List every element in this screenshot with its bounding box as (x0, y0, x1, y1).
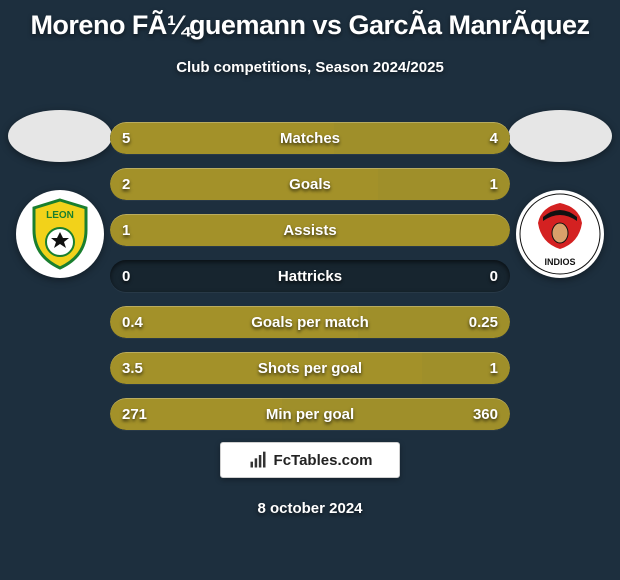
stat-bar: 0Hattricks0 (110, 260, 510, 292)
stat-bar: 3.5Shots per goal1 (110, 352, 510, 384)
stats-bars: 5Matches42Goals11Assists0Hattricks00.4Go… (110, 122, 510, 430)
stat-label: Matches (110, 130, 510, 147)
player-left-avatar (8, 110, 112, 162)
stat-label: Goals (110, 176, 510, 193)
svg-text:LEON: LEON (46, 210, 74, 221)
comparison-subtitle: Club competitions, Season 2024/2025 (0, 59, 620, 76)
player-right-column: INDIOS (506, 110, 614, 278)
comparison-date: 8 october 2024 (0, 500, 620, 517)
stat-value-right: 360 (473, 406, 498, 423)
fctables-watermark: FcTables.com (220, 442, 400, 478)
stat-label: Shots per goal (110, 360, 510, 377)
stat-label: Hattricks (110, 268, 510, 285)
fctables-logo-icon (248, 450, 268, 470)
player-right-avatar (508, 110, 612, 162)
stat-bar: 2Goals1 (110, 168, 510, 200)
stat-value-right: 1 (490, 176, 498, 193)
stat-label: Goals per match (110, 314, 510, 331)
svg-text:INDIOS: INDIOS (544, 257, 575, 267)
player-left-club-badge: LEON (16, 190, 104, 278)
stat-value-right: 1 (490, 360, 498, 377)
player-left-column: LEON (6, 110, 114, 278)
leon-shield-icon: LEON (20, 194, 100, 274)
comparison-title: Moreno FÃ¼guemann vs GarcÃ­a ManrÃ­quez (0, 0, 620, 41)
stat-value-right: 4 (490, 130, 498, 147)
stat-value-right: 0.25 (469, 314, 498, 331)
stat-label: Assists (110, 222, 510, 239)
stat-bar: 5Matches4 (110, 122, 510, 154)
stat-bar: 1Assists (110, 214, 510, 246)
stat-bar: 271Min per goal360 (110, 398, 510, 430)
fctables-text: FcTables.com (274, 452, 373, 469)
stat-label: Min per goal (110, 406, 510, 423)
indios-badge-icon: INDIOS (519, 193, 601, 275)
stat-value-right: 0 (490, 268, 498, 285)
player-right-club-badge: INDIOS (516, 190, 604, 278)
stat-bar: 0.4Goals per match0.25 (110, 306, 510, 338)
